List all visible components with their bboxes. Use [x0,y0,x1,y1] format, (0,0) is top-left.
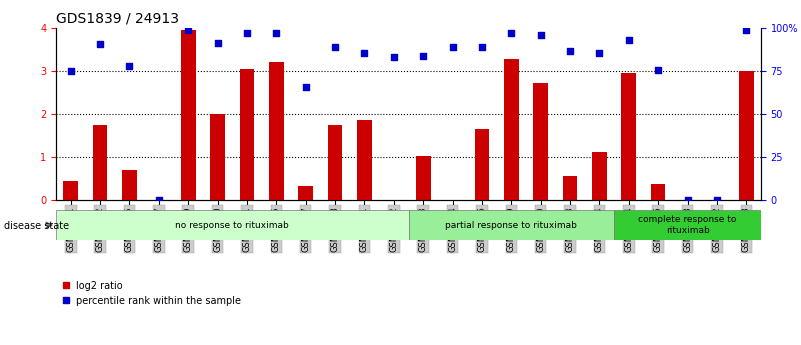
Bar [592,152,606,200]
Point [358,50,371,55]
Point [652,67,665,73]
Bar [504,59,519,200]
Point [505,30,517,36]
Point [240,30,253,36]
Point [534,33,547,38]
Bar [181,30,195,200]
Point [211,40,224,46]
Point [94,41,107,47]
Point [564,49,577,54]
Bar [562,176,578,200]
Text: GDS1839 / 24913: GDS1839 / 24913 [56,11,179,25]
Bar [739,71,754,200]
Bar [474,129,489,200]
Text: complete response to
rituximab: complete response to rituximab [638,215,737,235]
Bar [416,156,430,200]
Point [64,68,77,73]
FancyBboxPatch shape [614,210,761,240]
Bar [239,69,255,200]
Point [740,27,753,32]
Text: partial response to rituximab: partial response to rituximab [445,220,578,230]
Point [182,27,195,32]
FancyBboxPatch shape [56,210,409,240]
Text: no response to rituximab: no response to rituximab [175,220,289,230]
Point [446,44,459,50]
Point [270,30,283,36]
Point [152,197,165,203]
Point [300,85,312,90]
Bar [93,125,107,200]
Point [388,54,400,60]
Bar [298,186,313,200]
Bar [328,125,342,200]
Bar [622,73,636,200]
Bar [210,114,225,200]
Point [123,63,136,68]
Bar [533,83,548,200]
Text: disease state: disease state [4,221,69,231]
Bar [650,184,666,200]
Point [328,44,341,50]
FancyBboxPatch shape [409,210,614,240]
Point [710,197,723,203]
Point [593,50,606,55]
Point [476,44,489,50]
Bar [269,62,284,200]
Bar [357,120,372,200]
Point [622,37,635,42]
Point [417,53,429,58]
Bar [63,181,78,200]
Legend: log2 ratio, percentile rank within the sample: log2 ratio, percentile rank within the s… [61,281,240,306]
Point [681,197,694,203]
Bar [122,170,137,200]
